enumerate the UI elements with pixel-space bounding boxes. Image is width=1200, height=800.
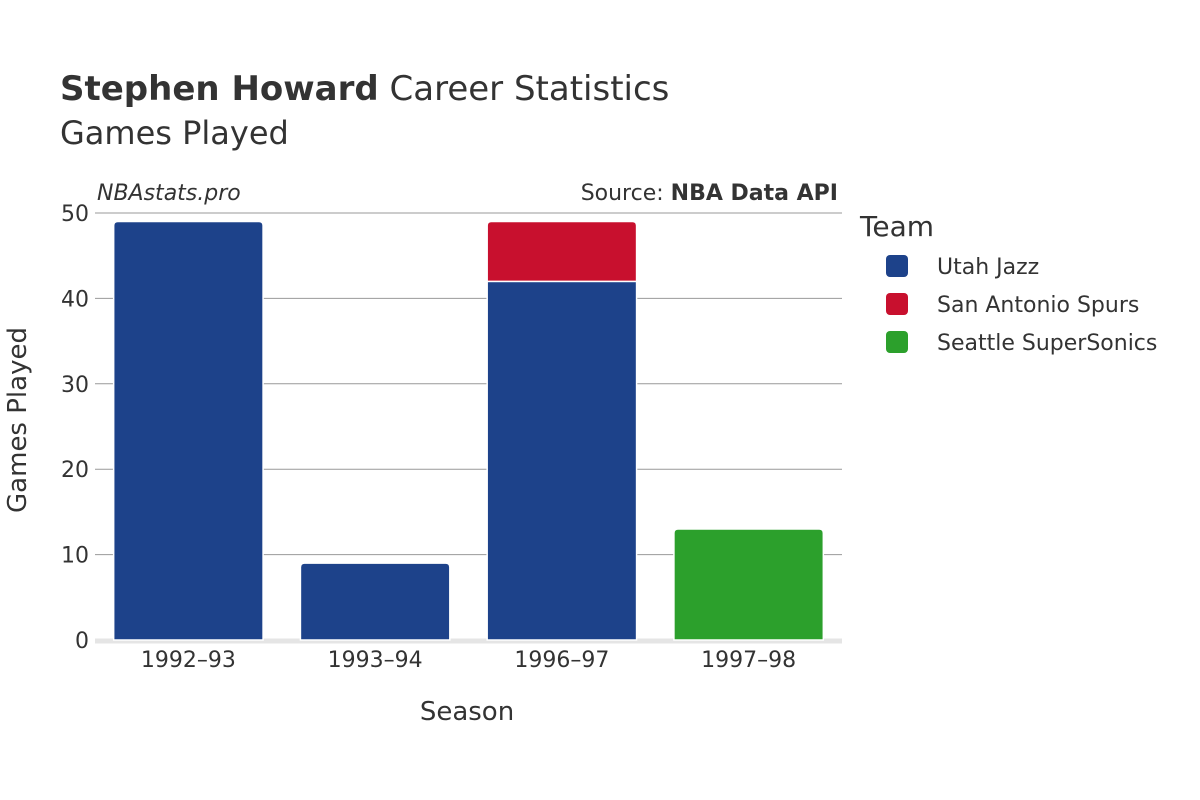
legend-swatch (886, 255, 908, 277)
x-axis-title: Season (420, 697, 514, 727)
bars (112, 220, 825, 641)
bar-utah-jazz-2 (486, 280, 638, 641)
legend-swatch (886, 331, 908, 353)
legend-swatch (886, 293, 908, 315)
y-tick-label: 40 (61, 287, 89, 312)
y-axis-ticks: 0 10 20 30 40 50 (61, 202, 89, 654)
source-credit: Source: NBA Data API (581, 181, 838, 206)
chart-title: Stephen Howard Career Statistics (60, 69, 669, 109)
x-tick-label: 1992–93 (141, 648, 236, 673)
source-prefix: Source: (581, 181, 671, 206)
legend-item[interactable]: Utah Jazz (886, 255, 1039, 280)
source-name: NBA Data API (671, 181, 838, 206)
title-rest: Career Statistics (379, 69, 670, 109)
legend-label: San Antonio Spurs (937, 293, 1139, 318)
x-tick-label: 1997–98 (701, 648, 796, 673)
bar-utah-jazz-0 (112, 220, 264, 641)
y-tick-label: 0 (75, 629, 89, 654)
x-tick-label: 1993–94 (328, 648, 423, 673)
y-axis-title: Games Played (3, 327, 33, 513)
legend-title: Team (859, 210, 934, 243)
legend-label: Utah Jazz (937, 255, 1039, 280)
bar-utah-jazz-1 (299, 562, 451, 641)
legend-label: Seattle SuperSonics (937, 331, 1157, 356)
bar-seattle-supersonics-3 (673, 528, 825, 641)
x-tick-label: 1996–97 (514, 648, 609, 673)
y-tick-label: 10 (61, 544, 89, 569)
watermark: NBAstats.pro (97, 181, 241, 206)
legend-item[interactable]: San Antonio Spurs (886, 293, 1139, 318)
y-tick-label: 50 (61, 202, 89, 227)
legend-item[interactable]: Seattle SuperSonics (886, 331, 1157, 356)
y-tick-label: 30 (61, 373, 89, 398)
bar-san-antonio-spurs-2 (486, 220, 638, 283)
x-axis-ticks: 1992–93 1993–94 1996–97 1997–98 (141, 648, 796, 673)
y-tick-label: 20 (61, 458, 89, 483)
player-name: Stephen Howard (60, 69, 379, 109)
legend: Utah Jazz San Antonio Spurs Seattle SuperS… (886, 255, 1157, 356)
chart-subtitle: Games Played (60, 114, 289, 152)
